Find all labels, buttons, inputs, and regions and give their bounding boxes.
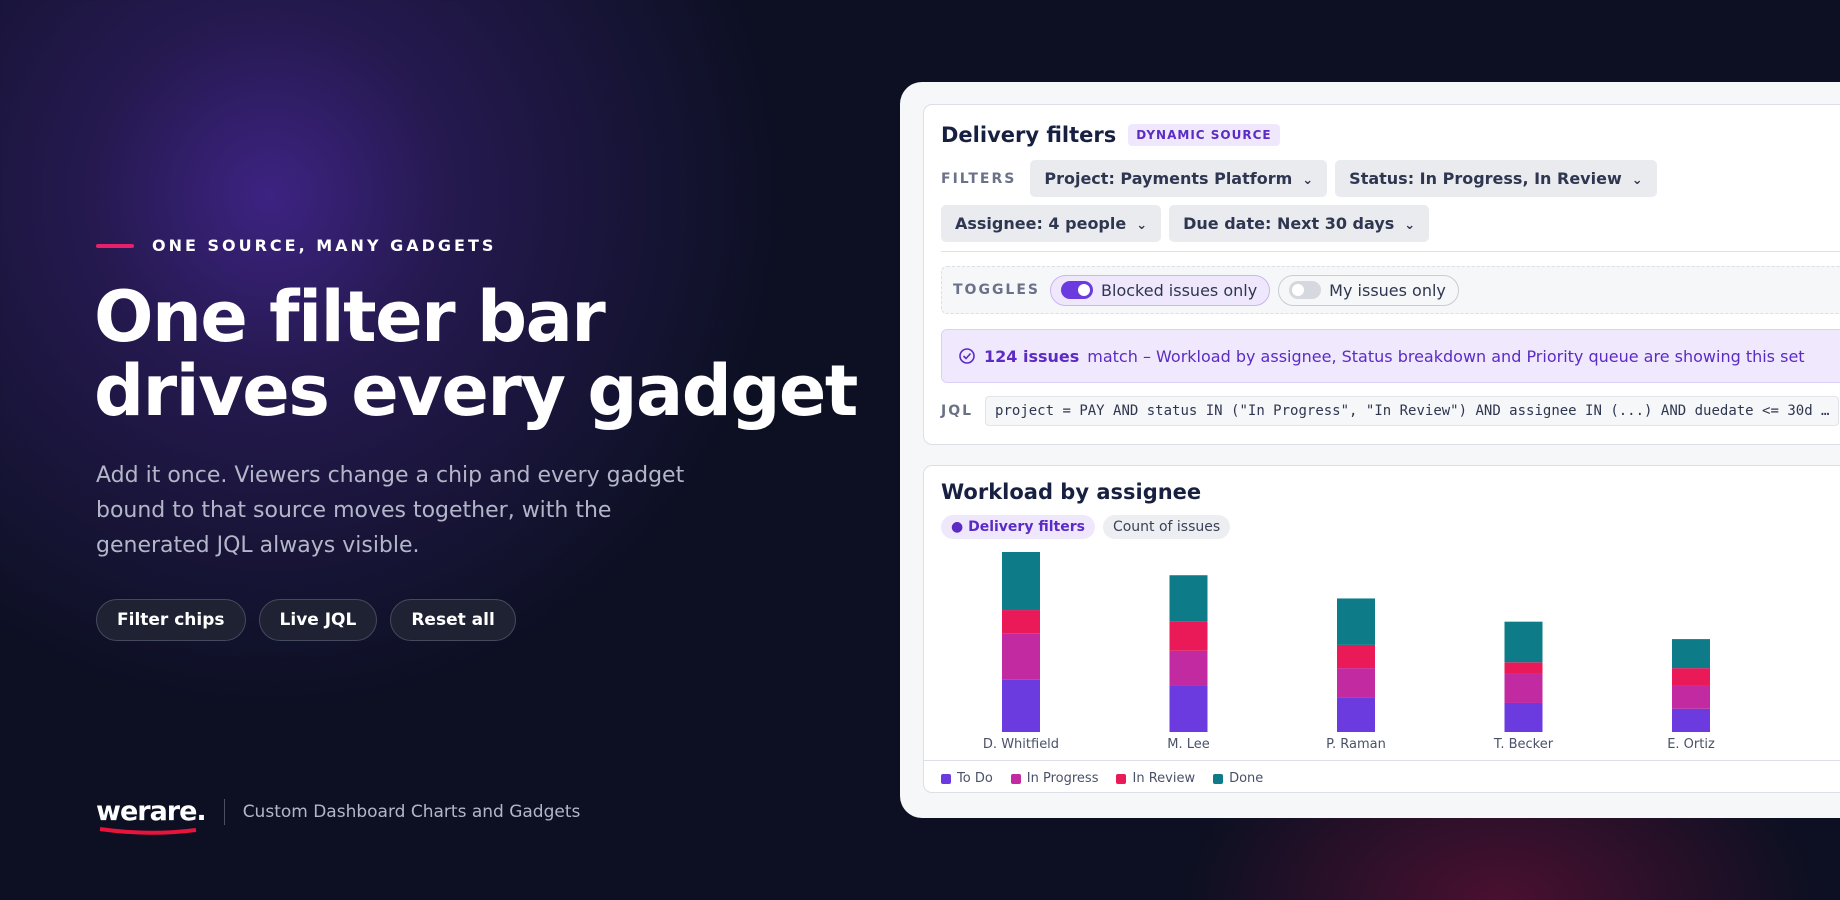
bar-segment [1504,662,1543,674]
logo-swoosh [99,827,197,835]
panel-title: Delivery filters [941,123,1117,147]
button[interactable]: Live JQL [258,599,378,641]
x-tick-label: E. Ortiz [1667,737,1715,752]
legend-label: In Review [1132,771,1196,786]
panel-header: Delivery filters DYNAMIC SOURCE [941,123,1280,147]
badge: DYNAMIC SOURCE [1128,124,1280,146]
filter-chip[interactable]: Project: Payments Platform [1030,160,1328,197]
switch [1061,281,1094,299]
bar-segment [1169,685,1208,732]
bar-segment [1672,668,1710,686]
chart-title: Workload by assignee [941,480,1202,504]
headline: One filter bar drives every gadget [94,276,858,432]
logo-text: werare. [96,796,207,827]
jql-code: project = PAY AND status IN ("In Progres… [985,396,1840,426]
legend-swatch [1213,773,1224,784]
button[interactable]: Filter chips [96,599,246,641]
headline-line: One filter bar [94,276,606,358]
filters-label: FILTERS [941,170,1017,187]
legend-item: Done [1213,771,1263,786]
bar-segment [1337,644,1375,669]
legend-item: To Do [941,771,993,786]
filters-panel: Delivery filters DYNAMIC SOURCE FILTERS … [923,104,1840,445]
check-icon [959,348,975,364]
x-tick-label: P. Raman [1326,737,1386,752]
bar-segment [1504,673,1543,703]
source-chip-text: Delivery filters [968,519,1085,535]
toggles-row: TOGGLES Blocked issues only My issues onl… [941,266,1840,314]
bar-segment [1002,679,1040,732]
legend-item: In Progress [1010,771,1099,786]
headline-line: drives every gadget [94,350,858,432]
toggle[interactable]: My issues only [1278,274,1459,306]
bar-segment [1169,621,1208,651]
bar-segment [1002,610,1040,634]
filter-chip[interactable]: Status: In Progress, In Review [1335,160,1657,197]
eyebrow-text: ONE SOURCE, MANY GADGETS [152,236,497,255]
tagline: Custom Dashboard Charts and Gadgets [242,801,581,822]
eyebrow: ONE SOURCE, MANY GADGETS [96,236,496,255]
chart-panel: Workload by assignee ● Delivery filters … [923,465,1840,793]
button[interactable]: Reset all [390,599,516,641]
switch-knob [1292,284,1305,296]
bar-segment [1002,633,1040,680]
logo: werare. [96,796,207,835]
x-tick-label: D. Whitfield [983,737,1059,752]
bar-segment [1672,685,1710,709]
legend-label: Done [1229,771,1264,786]
filter-row: FILTERS Project: Payments Platform Statu… [941,160,1821,242]
switch [1289,281,1322,299]
legend-item: In Review [1116,771,1195,786]
bar-segment [1169,650,1208,686]
footer: werare. Custom Dashboard Charts and Gadg… [96,796,581,835]
legend-label: To Do [957,771,993,786]
legend: To Do In Progress In Review Done [941,771,1263,786]
bar-segment [1002,552,1040,611]
legend-swatch [1010,773,1021,784]
match-banner: 124 issues match – Workload by assignee,… [941,329,1840,383]
banner-text: match – Workload by assignee, Status bre… [1087,346,1805,366]
chart-chips: ● Delivery filters Count of issues [941,515,1231,539]
toggle[interactable]: Blocked issues only [1050,274,1271,306]
buttons: Filter chips Live JQL Reset all [96,599,516,641]
separator [223,798,225,825]
bar-segment [1337,668,1375,698]
bar-segment [1504,621,1543,663]
x-tick-label: M. Lee [1167,737,1210,752]
jql-label: JQL [941,403,974,419]
toggles-label: TOGGLES [953,282,1041,298]
bar-segment [1337,598,1375,645]
bar-segment [1337,697,1375,732]
jql-row: JQL project = PAY AND status IN ("In Pro… [941,396,1840,426]
toggles: Blocked issues only My issues only [1050,274,1459,306]
bar-segment [1504,702,1543,732]
chart: D. Whitfield M. Lee P. Raman T. Becker E. Or… [983,552,1715,752]
filter-chip[interactable]: Assignee: 4 people [941,205,1162,242]
bar-segment [1169,575,1208,622]
filter-chip[interactable]: Due date: Next 30 days [1169,205,1430,242]
switch-knob [1078,284,1091,296]
divider [924,760,1840,761]
source-chip: ● Delivery filters [941,515,1095,539]
toggle-label: My issues only [1329,280,1446,300]
toggle-label: Blocked issues only [1101,280,1258,300]
measure-chip: Count of issues [1102,515,1231,539]
banner-count: 124 issues [984,346,1080,366]
divider [941,251,1840,252]
bar-segment [1672,708,1710,732]
body-text: Add it once. Viewers change a chip and e… [96,463,685,558]
legend-swatch [941,773,951,784]
bar-segment [1672,639,1710,669]
legend-swatch [1116,773,1127,784]
legend-label: In Progress [1026,771,1099,786]
x-tick-label: T. Becker [1493,737,1554,752]
